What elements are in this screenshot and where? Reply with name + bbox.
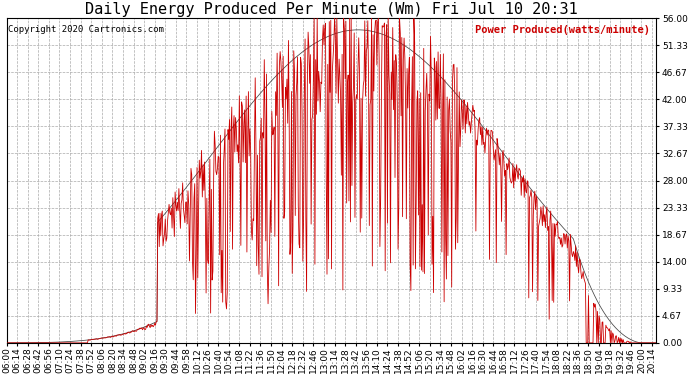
Text: Copyright 2020 Cartronics.com: Copyright 2020 Cartronics.com [8, 25, 164, 34]
Title: Daily Energy Produced Per Minute (Wm) Fri Jul 10 20:31: Daily Energy Produced Per Minute (Wm) Fr… [85, 2, 578, 17]
Text: Power Produced(watts/minute): Power Produced(watts/minute) [475, 25, 649, 35]
